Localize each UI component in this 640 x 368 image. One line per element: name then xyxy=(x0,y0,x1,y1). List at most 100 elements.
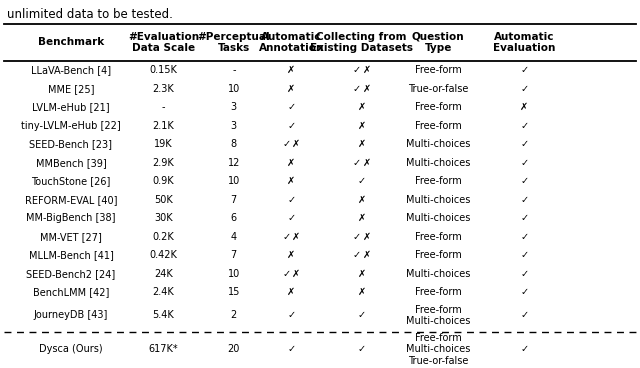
Text: ✗: ✗ xyxy=(362,84,371,94)
Text: ✗: ✗ xyxy=(362,66,371,75)
Text: ✗: ✗ xyxy=(287,84,295,94)
Text: ✓: ✓ xyxy=(353,66,360,75)
Text: 15: 15 xyxy=(228,287,240,297)
Text: Free-form: Free-form xyxy=(415,102,461,112)
Text: Free-form
Multi-choices
True-or-false: Free-form Multi-choices True-or-false xyxy=(406,333,470,366)
Text: LVLM-eHub [21]: LVLM-eHub [21] xyxy=(32,102,109,112)
Text: ✗: ✗ xyxy=(287,287,295,297)
Text: ✗: ✗ xyxy=(292,269,300,279)
Text: BenchLMM [42]: BenchLMM [42] xyxy=(33,287,109,297)
Text: ✓: ✓ xyxy=(353,158,360,168)
Text: ✗: ✗ xyxy=(362,158,371,168)
Text: 12: 12 xyxy=(228,158,240,168)
Text: SEED-Bench2 [24]: SEED-Bench2 [24] xyxy=(26,269,116,279)
Text: Free-form: Free-form xyxy=(415,176,461,186)
Text: 0.9K: 0.9K xyxy=(153,176,174,186)
Text: ✗: ✗ xyxy=(287,66,295,75)
Text: Dysca (Ours): Dysca (Ours) xyxy=(39,344,103,354)
Text: Free-form
Multi-choices: Free-form Multi-choices xyxy=(406,305,470,326)
Text: ✓: ✓ xyxy=(358,310,365,321)
Text: ✓: ✓ xyxy=(520,195,529,205)
Text: MM-BigBench [38]: MM-BigBench [38] xyxy=(26,213,116,223)
Text: ✗: ✗ xyxy=(358,287,365,297)
Text: 0.15K: 0.15K xyxy=(150,66,177,75)
Text: SEED-Bench [23]: SEED-Bench [23] xyxy=(29,139,113,149)
Text: ✓: ✓ xyxy=(520,84,529,94)
Text: 0.2K: 0.2K xyxy=(153,232,175,242)
Text: ✓: ✓ xyxy=(520,344,529,354)
Text: Free-form: Free-form xyxy=(415,287,461,297)
Text: True-or-false: True-or-false xyxy=(408,84,468,94)
Text: ✓: ✓ xyxy=(358,176,365,186)
Text: ✗: ✗ xyxy=(287,250,295,260)
Text: LLaVA-Bench [4]: LLaVA-Bench [4] xyxy=(31,66,111,75)
Text: 50K: 50K xyxy=(154,195,173,205)
Text: 6: 6 xyxy=(231,213,237,223)
Text: ✗: ✗ xyxy=(362,232,371,242)
Text: ✓: ✓ xyxy=(520,213,529,223)
Text: ✓: ✓ xyxy=(282,232,290,242)
Text: ✓: ✓ xyxy=(520,232,529,242)
Text: JourneyDB [43]: JourneyDB [43] xyxy=(34,310,108,321)
Text: ✓: ✓ xyxy=(287,344,295,354)
Text: ✓: ✓ xyxy=(520,250,529,260)
Text: Multi-choices: Multi-choices xyxy=(406,195,470,205)
Text: Benchmark: Benchmark xyxy=(38,38,104,47)
Text: ✗: ✗ xyxy=(287,176,295,186)
Text: MME [25]: MME [25] xyxy=(48,84,94,94)
Text: TouchStone [26]: TouchStone [26] xyxy=(31,176,111,186)
Text: ✓: ✓ xyxy=(287,213,295,223)
Text: ✓: ✓ xyxy=(282,269,290,279)
Text: 4: 4 xyxy=(231,232,237,242)
Text: ✓: ✓ xyxy=(287,195,295,205)
Text: -: - xyxy=(232,66,236,75)
Text: REFORM-EVAL [40]: REFORM-EVAL [40] xyxy=(25,195,117,205)
Text: ✓: ✓ xyxy=(287,121,295,131)
Text: ✓: ✓ xyxy=(287,310,295,321)
Text: ✓: ✓ xyxy=(520,121,529,131)
Text: ✓: ✓ xyxy=(358,344,365,354)
Text: 2.4K: 2.4K xyxy=(153,287,175,297)
Text: 2.9K: 2.9K xyxy=(153,158,175,168)
Text: ✓: ✓ xyxy=(520,158,529,168)
Text: -: - xyxy=(162,102,165,112)
Text: 7: 7 xyxy=(230,195,237,205)
Text: ✓: ✓ xyxy=(520,139,529,149)
Text: ✗: ✗ xyxy=(358,139,365,149)
Text: ✓: ✓ xyxy=(520,66,529,75)
Text: Free-form: Free-form xyxy=(415,66,461,75)
Text: 0.42K: 0.42K xyxy=(150,250,177,260)
Text: ✗: ✗ xyxy=(358,102,365,112)
Text: unlimited data to be tested.: unlimited data to be tested. xyxy=(7,8,173,21)
Text: 2.3K: 2.3K xyxy=(153,84,175,94)
Text: MMBench [39]: MMBench [39] xyxy=(36,158,106,168)
Text: Question
Type: Question Type xyxy=(412,32,465,53)
Text: Multi-choices: Multi-choices xyxy=(406,269,470,279)
Text: #Evaluation
Data Scale: #Evaluation Data Scale xyxy=(128,32,199,53)
Text: ✓: ✓ xyxy=(520,176,529,186)
Text: Collecting from
Existing Datasets: Collecting from Existing Datasets xyxy=(310,32,413,53)
Text: 19K: 19K xyxy=(154,139,173,149)
Text: ✗: ✗ xyxy=(287,158,295,168)
Text: ✓: ✓ xyxy=(520,287,529,297)
Text: ✗: ✗ xyxy=(520,102,529,112)
Text: Free-form: Free-form xyxy=(415,232,461,242)
Text: 2: 2 xyxy=(230,310,237,321)
Text: MM-VET [27]: MM-VET [27] xyxy=(40,232,102,242)
Text: ✗: ✗ xyxy=(358,269,365,279)
Text: Automatic
Annotation: Automatic Annotation xyxy=(259,32,324,53)
Text: MLLM-Bench [41]: MLLM-Bench [41] xyxy=(29,250,113,260)
Text: 3: 3 xyxy=(231,102,237,112)
Text: 7: 7 xyxy=(230,250,237,260)
Text: ✓: ✓ xyxy=(520,310,529,321)
Text: 30K: 30K xyxy=(154,213,173,223)
Text: ✗: ✗ xyxy=(292,139,300,149)
Text: 3: 3 xyxy=(231,121,237,131)
Text: 20: 20 xyxy=(228,344,240,354)
Text: Multi-choices: Multi-choices xyxy=(406,139,470,149)
Text: 617K*: 617K* xyxy=(148,344,179,354)
Text: 8: 8 xyxy=(231,139,237,149)
Text: Automatic
Evaluation: Automatic Evaluation xyxy=(493,32,556,53)
Text: 10: 10 xyxy=(228,84,240,94)
Text: ✓: ✓ xyxy=(353,232,360,242)
